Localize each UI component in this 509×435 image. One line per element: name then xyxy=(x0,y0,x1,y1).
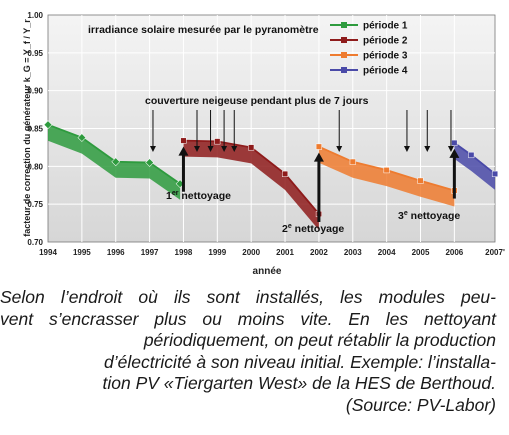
x-tick-label: 2003 xyxy=(344,248,362,257)
chart: irradiance solaire mesurée par le pyrano… xyxy=(22,11,505,277)
legend-label-2: période 2 xyxy=(363,36,408,47)
cleaning-label-2: 2e nettoyage xyxy=(282,223,344,235)
data-point xyxy=(417,177,424,184)
caption-line-1: Selon l’endroit où ils sont installés, l… xyxy=(0,287,496,307)
snow-arrow-head xyxy=(207,146,214,152)
x-tick-label: 1996 xyxy=(107,248,125,257)
x-tick-label: 2006 xyxy=(445,248,463,257)
legend-label-4: période 4 xyxy=(363,66,408,77)
y-tick-label: 1.00 xyxy=(27,11,43,20)
x-tick-label: 1998 xyxy=(175,248,193,257)
x-tick-label: 2000 xyxy=(242,248,260,257)
data-point xyxy=(315,143,322,150)
snow-arrow-head xyxy=(424,146,431,152)
cleaning-label-3: 3e nettoyage xyxy=(398,210,460,222)
x-tick-label: 2005 xyxy=(412,248,430,257)
cleaning-arrow-head xyxy=(178,146,189,156)
data-point xyxy=(383,167,390,174)
data-point xyxy=(451,139,458,146)
caption-line-6: (Source: PV-Labor) xyxy=(345,394,496,415)
data-point xyxy=(77,133,87,142)
snow-arrow-head xyxy=(336,146,343,152)
x-tick-label: 2002 xyxy=(310,248,328,257)
caption-line-3: périodiquement, on peut rétablir la prod… xyxy=(143,330,496,350)
caption-line-2: vent s’encrasser plus ou moins vite. En … xyxy=(0,308,496,329)
legend-swatch-marker xyxy=(341,67,347,73)
series xyxy=(43,120,499,218)
cleaning-arrow-head xyxy=(313,152,324,162)
x-tick-label: 2004 xyxy=(378,248,396,257)
snow-arrow-head xyxy=(221,146,228,152)
arrows xyxy=(149,110,460,223)
legend-swatch-marker xyxy=(341,52,347,58)
x-tick-label: 1994 xyxy=(39,248,57,257)
snow-arrow-head xyxy=(403,146,410,152)
legend-label-3: période 3 xyxy=(363,51,408,62)
x-axis-label: année xyxy=(253,266,282,277)
x-tick-label: 1997 xyxy=(141,248,159,257)
snow-arrow-head xyxy=(194,146,200,152)
cleaning-label-1: 1er nettoyage xyxy=(166,190,231,202)
grid xyxy=(48,15,495,242)
y-tick-label: 0.70 xyxy=(27,238,43,247)
data-point xyxy=(281,170,289,177)
data-point xyxy=(145,158,154,167)
series-area-3 xyxy=(318,146,455,207)
y-tick-label: 0.85 xyxy=(27,125,43,134)
data-point xyxy=(111,157,121,167)
snow-annotation: couverture neigeuse pendant plus de 7 jo… xyxy=(145,95,369,107)
series-area-4 xyxy=(454,142,495,190)
x-tick-label: 2007' xyxy=(485,248,505,257)
data-point xyxy=(349,158,356,165)
y-tick-label: 0.90 xyxy=(27,87,43,96)
data-point xyxy=(468,151,475,159)
chart-svg: irradiance solaire mesurée par le pyrano… xyxy=(22,11,505,277)
legend: période 1 période 2 période 3 période 4 xyxy=(330,21,408,77)
snow-arrow-head xyxy=(231,146,238,152)
snow-arrow-head xyxy=(447,146,454,152)
legend-label-1: période 1 xyxy=(363,21,408,32)
snow-arrow-head xyxy=(149,146,156,152)
y-tick-label: 0.80 xyxy=(27,162,43,171)
y-tick-label: 0.95 xyxy=(27,49,43,58)
data-point xyxy=(491,170,499,177)
x-tick-label: 1999 xyxy=(208,248,226,257)
x-tick-label: 1995 xyxy=(73,248,91,257)
y-axis-label: facteur de correction du générateur k_G … xyxy=(22,19,32,237)
chart-title: irradiance solaire mesurée par le pyrano… xyxy=(88,24,319,36)
x-tick-label: 2001 xyxy=(276,248,294,257)
y-tick-label: 0.75 xyxy=(27,200,43,209)
legend-swatch-marker xyxy=(341,37,347,43)
cleaning-arrow-head xyxy=(449,148,460,158)
legend-swatch-marker xyxy=(341,22,347,28)
caption-line-4: d’électricité à son niveau initial. Exem… xyxy=(104,351,496,372)
caption-line-5: tion PV «Tiergarten West» de la HES de B… xyxy=(102,373,497,393)
data-point xyxy=(248,144,255,151)
data-point xyxy=(180,137,187,144)
caption: Selon l’endroit où ils sont installés, l… xyxy=(0,287,496,416)
data-point xyxy=(43,120,53,130)
data-point xyxy=(214,138,221,145)
